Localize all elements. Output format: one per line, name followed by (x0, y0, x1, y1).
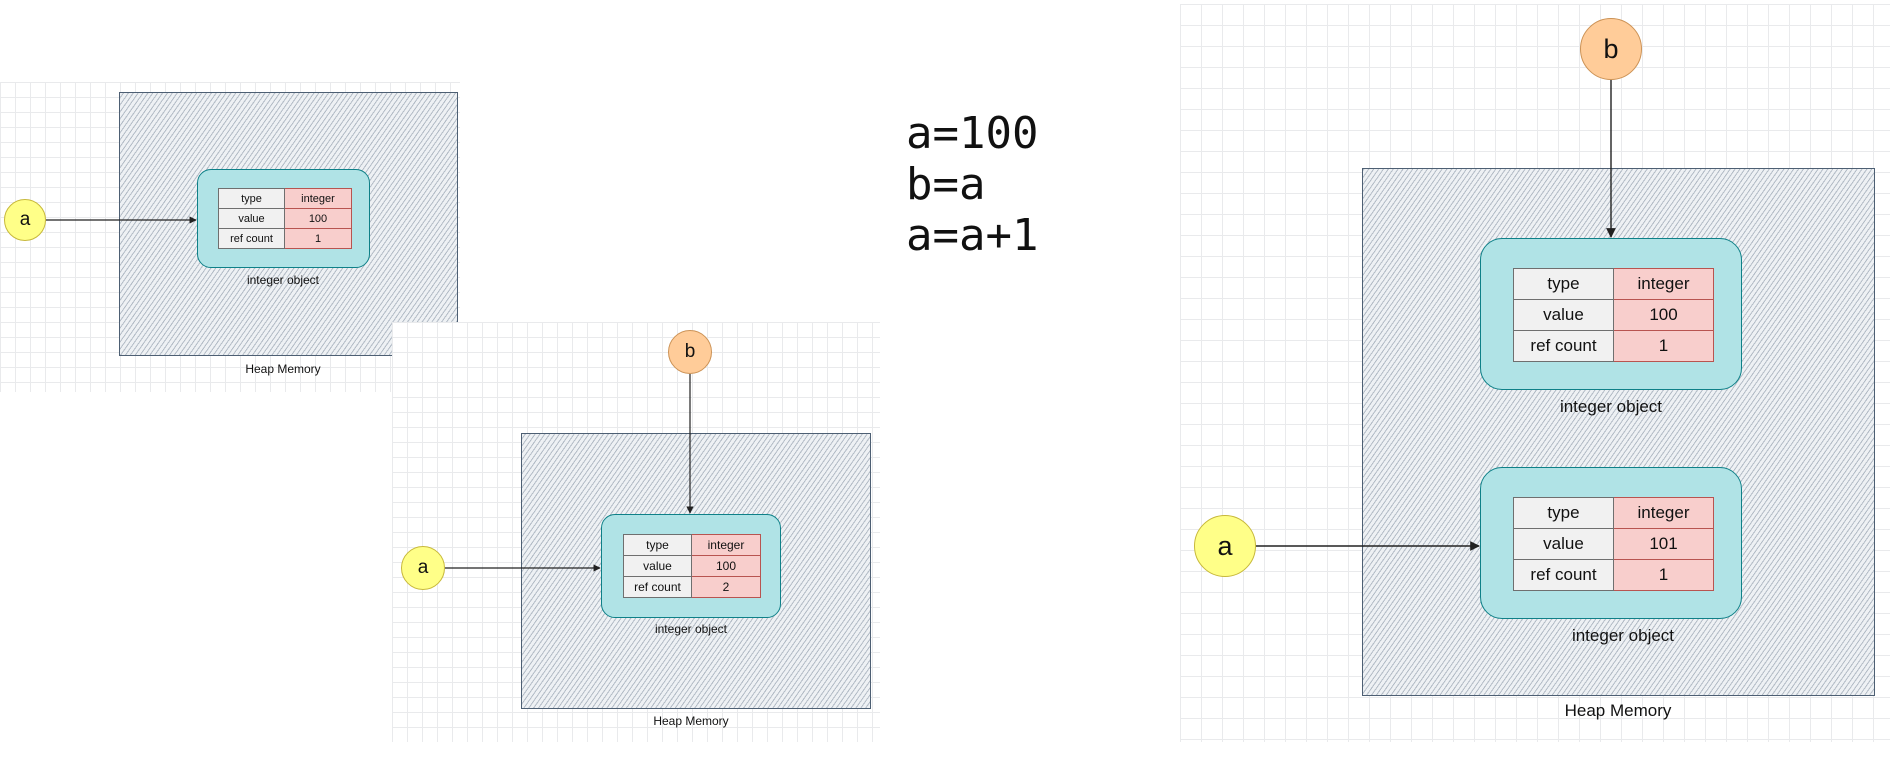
object-caption-bottom: integer object (1571, 626, 1675, 645)
object-caption: integer object (654, 622, 728, 636)
integer-object-table: type integer value 100 ref count 1 (218, 188, 352, 249)
panel-step-3: type integer value 100 ref count 1 integ… (1180, 4, 1890, 742)
table-row: value 100 (623, 555, 761, 577)
variable-b-node: b (668, 330, 712, 374)
field-key: type (623, 534, 692, 556)
table-row: value 100 (218, 208, 352, 229)
field-value: 1 (1613, 559, 1714, 591)
field-value: 2 (691, 576, 761, 598)
field-key: ref count (218, 228, 285, 249)
heap-memory-label: Heap Memory (245, 362, 321, 376)
variable-a-label: a (417, 557, 429, 578)
table-row: value 101 (1513, 528, 1714, 560)
table-row: ref count 2 (623, 576, 761, 598)
variable-a-node: a (4, 199, 46, 241)
object-caption: integer object (246, 273, 320, 287)
field-value: 100 (691, 555, 761, 577)
panel-step-1: type integer value 100 ref count 1 integ… (0, 82, 460, 392)
table-row: ref count 1 (218, 228, 352, 249)
table-row: ref count 1 (1513, 559, 1714, 591)
table-row: type integer (218, 188, 352, 209)
field-value: 100 (1613, 299, 1714, 331)
table-row: type integer (623, 534, 761, 556)
field-key: ref count (1513, 330, 1614, 362)
variable-a-label: a (1217, 530, 1233, 561)
panel-step-2: type integer value 100 ref count 2 integ… (392, 322, 880, 742)
code-line: b=a (906, 159, 986, 210)
table-row: ref count 1 (1513, 330, 1714, 362)
field-value: 100 (284, 208, 352, 229)
field-value: integer (1613, 268, 1714, 300)
code-line: a=a+1 (906, 210, 1039, 261)
object-caption-top: integer object (1559, 397, 1663, 416)
integer-object-table-top: type integer value 100 ref count 1 (1513, 268, 1714, 362)
field-key: value (1513, 528, 1614, 560)
field-key: type (1513, 497, 1614, 529)
field-key: value (623, 555, 692, 577)
heap-memory-region (521, 433, 871, 709)
variable-b-label: b (684, 341, 696, 362)
field-key: value (1513, 299, 1614, 331)
field-key: ref count (1513, 559, 1614, 591)
field-value: 1 (1613, 330, 1714, 362)
field-key: type (1513, 268, 1614, 300)
field-key: value (218, 208, 285, 229)
table-row: type integer (1513, 497, 1714, 529)
variable-a-node: a (1194, 515, 1256, 577)
heap-memory-label: Heap Memory (653, 714, 729, 728)
field-key: type (218, 188, 285, 209)
table-row: type integer (1513, 268, 1714, 300)
field-value: integer (1613, 497, 1714, 529)
variable-a-node: a (401, 546, 445, 590)
heap-memory-label: Heap Memory (1564, 701, 1672, 720)
field-value: integer (284, 188, 352, 209)
integer-object-table: type integer value 100 ref count 2 (623, 534, 761, 598)
field-value: 101 (1613, 528, 1714, 560)
field-key: ref count (623, 576, 692, 598)
integer-object-table-bottom: type integer value 101 ref count 1 (1513, 497, 1714, 591)
code-line: a=100 (906, 108, 1039, 159)
field-value: 1 (284, 228, 352, 249)
variable-b-node: b (1580, 18, 1642, 80)
code-snippet: a=100 b=a a=a+1 (906, 108, 1038, 261)
field-value: integer (691, 534, 761, 556)
variable-a-label: a (19, 209, 31, 230)
variable-b-label: b (1603, 33, 1619, 64)
table-row: value 100 (1513, 299, 1714, 331)
